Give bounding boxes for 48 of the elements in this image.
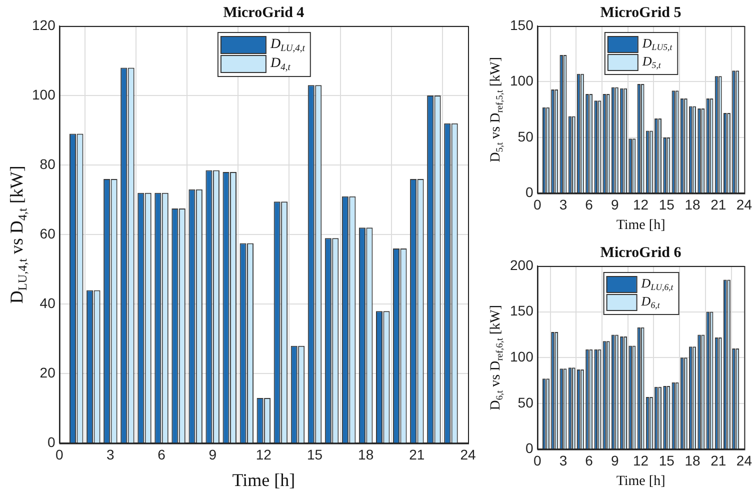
- x-tick-label: 3: [559, 452, 568, 468]
- x-tick-label: 21: [409, 446, 425, 462]
- x-tick-label: 12: [256, 446, 272, 462]
- x-axis-title: Time [h]: [616, 218, 666, 233]
- y-tick-label: 60: [40, 225, 56, 242]
- chart-title: MicroGrid 5: [600, 4, 682, 21]
- y-tick-label: 0: [526, 184, 534, 200]
- x-tick-label: 9: [611, 452, 620, 468]
- y-tick-label: 150: [510, 16, 534, 33]
- x-tick-label: 3: [106, 446, 115, 462]
- y-tick-label: 80: [40, 156, 56, 172]
- x-tick-label: 18: [358, 446, 374, 462]
- x-tick-label: 21: [710, 196, 726, 212]
- x-tick-label: 6: [585, 196, 594, 212]
- x-tick-label: 18: [684, 196, 700, 212]
- y-axis-title: D5,t vs Dref,5,t [kW]: [488, 56, 506, 162]
- y-tick-label: 120: [32, 16, 56, 33]
- y-tick-label: 50: [518, 394, 534, 410]
- y-tick-label: 100: [32, 86, 56, 102]
- x-tick-label: 12: [632, 452, 649, 468]
- x-tick-label: 3: [559, 196, 568, 212]
- chart-title: MicroGrid 6: [600, 244, 682, 261]
- x-tick-label: 6: [158, 446, 166, 462]
- y-tick-label: 150: [510, 302, 534, 319]
- x-tick-label: 15: [658, 196, 675, 212]
- x-axis-title: Time [h]: [616, 474, 666, 489]
- y-tick-label: 100: [510, 72, 534, 89]
- x-tick-label: 6: [585, 452, 594, 468]
- y-tick-label: 20: [40, 364, 56, 381]
- x-tick-label: 18: [684, 452, 700, 468]
- x-tick-label: 9: [611, 196, 620, 212]
- x-tick-label: 15: [658, 452, 675, 468]
- x-tick-label: 9: [208, 446, 217, 462]
- x-axis-title: Time [h]: [232, 470, 296, 490]
- x-tick-label: 24: [736, 452, 752, 468]
- y-axis-title: D6,t vs Dref,6,t [kW]: [488, 304, 506, 410]
- x-tick-label: 24: [460, 446, 476, 462]
- y-tick-label: 100: [510, 348, 534, 364]
- y-tick-label: 200: [510, 256, 534, 273]
- chart-title: MicroGrid 4: [223, 4, 305, 21]
- y-axis-title: DLU,4,t vs D4,t [kW]: [6, 166, 30, 304]
- x-tick-label: 24: [736, 196, 752, 212]
- y-tick-label: 40: [40, 294, 56, 311]
- x-tick-label: 15: [306, 446, 323, 462]
- y-tick-label: 50: [518, 128, 534, 144]
- x-tick-label: 12: [632, 196, 649, 212]
- y-tick-label: 0: [48, 434, 56, 450]
- x-tick-label: 21: [710, 452, 726, 468]
